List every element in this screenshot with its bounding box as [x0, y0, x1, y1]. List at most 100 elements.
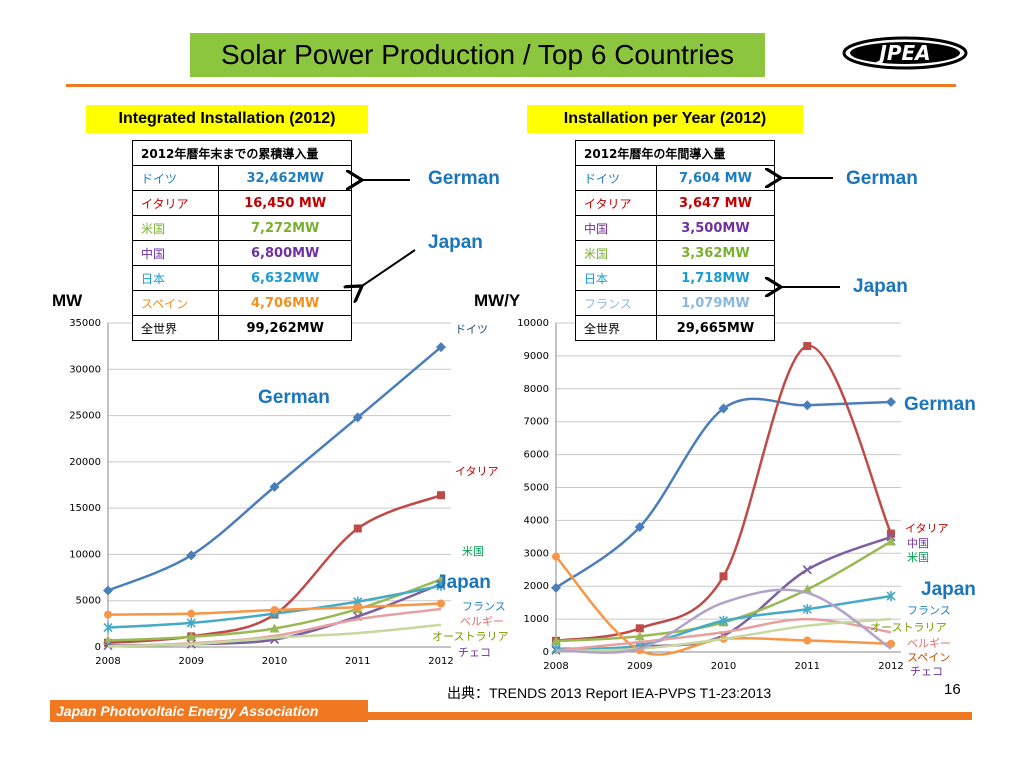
data-point	[269, 481, 280, 492]
x-tick-label: 2011	[345, 656, 370, 667]
y-tick-label: 10000	[517, 318, 549, 329]
country-name: ドイツ	[131, 165, 220, 191]
country-value: 7,272MW	[218, 215, 352, 241]
right-table-header: 2012年暦年の年間導入量	[575, 140, 775, 166]
table-row: イタリア 3,647 MW	[575, 190, 776, 216]
left-heading: Integrated Installation (2012)	[86, 105, 368, 133]
table-row: 米国 3,362MW	[575, 240, 776, 266]
series-label: イタリア	[455, 465, 499, 478]
x-tick-label: 2012	[878, 661, 903, 672]
series-line	[107, 623, 442, 648]
right-table-japan-annotation: Japan	[853, 276, 908, 297]
data-point	[634, 631, 645, 641]
table-row: ドイツ 32,462MW	[131, 165, 352, 191]
data-point	[718, 403, 729, 414]
country-name: 中国	[575, 215, 657, 241]
x-tick-label: 2008	[543, 661, 568, 672]
country-value: 99,262MW	[218, 315, 352, 341]
x-tick-label: 2009	[627, 661, 652, 672]
series-label: ドイツ	[455, 323, 488, 336]
data-point	[802, 400, 813, 411]
series-label: スペイン	[907, 651, 950, 664]
data-point	[802, 604, 812, 615]
data-point	[886, 396, 896, 407]
country-name: 日本	[575, 265, 657, 291]
left-table-header: 2012年暦年末までの累積導入量	[132, 140, 352, 166]
country-value: 3,500MW	[655, 215, 776, 241]
data-point	[436, 580, 446, 591]
x-tick-label: 2011	[795, 661, 820, 672]
country-name: 日本	[131, 265, 220, 291]
table-row: 日本 6,632MW	[131, 265, 352, 291]
data-point	[886, 536, 896, 546]
footer-bar	[50, 712, 972, 720]
table-row: イタリア 16,450 MW	[131, 190, 352, 216]
data-point	[103, 585, 113, 596]
series-label: 米国	[462, 545, 484, 558]
data-point	[719, 572, 728, 581]
data-point	[634, 521, 645, 532]
table-row: 中国 3,500MW	[575, 215, 776, 241]
country-value: 3,362MW	[655, 240, 776, 266]
country-value: 6,800MW	[218, 240, 352, 266]
series-label: 中国	[907, 537, 929, 550]
data-point	[886, 591, 896, 602]
y-tick-label: 10000	[69, 549, 101, 560]
y-tick-label: 20000	[69, 457, 101, 468]
country-name: イタリア	[575, 190, 657, 216]
country-value: 29,665MW	[655, 315, 776, 341]
left-chart-german-annotation: German	[258, 387, 330, 408]
country-name: イタリア	[131, 190, 220, 216]
table-row: スペイン 4,706MW	[131, 290, 352, 316]
country-name: ドイツ	[575, 165, 657, 191]
country-name: 米国	[575, 240, 657, 266]
table-row: ドイツ 7,604 MW	[575, 165, 776, 191]
right-chart-japan-annotation: Japan	[921, 579, 976, 600]
x-tick-label: 2008	[95, 656, 120, 667]
slide-title: Solar Power Production / Top 6 Countries	[190, 33, 765, 77]
series-line	[555, 617, 892, 652]
table-row: 全世界 99,262MW	[131, 315, 352, 341]
y-tick-label: 5000	[76, 596, 101, 607]
x-tick-label: 2012	[428, 656, 453, 667]
y-tick-label: 0	[95, 642, 101, 653]
series-label: オーストラリア	[870, 621, 946, 634]
data-point	[103, 622, 113, 633]
right-table-german-annotation: German	[846, 168, 918, 189]
right-unit-label: MW/Y	[474, 291, 521, 310]
series-label: チェコ	[910, 665, 943, 678]
x-tick-label: 2010	[711, 661, 736, 672]
page-number: 16	[944, 681, 961, 698]
table-row: 全世界 29,665MW	[575, 315, 776, 341]
data-point	[887, 529, 895, 538]
right-table: 2012年暦年の年間導入量 ドイツ 7,604 MW イタリア 3,647 MW 中…	[575, 140, 776, 341]
data-point	[187, 609, 196, 618]
series-label: オーストラリア	[432, 630, 508, 643]
country-value: 16,450 MW	[218, 190, 352, 216]
series-label: ベルギー	[907, 637, 951, 650]
y-tick-label: 35000	[69, 318, 101, 329]
data-point	[802, 565, 812, 575]
data-point	[353, 524, 362, 533]
series-label: フランス	[462, 600, 506, 613]
country-value: 4,706MW	[218, 290, 352, 316]
series-line	[555, 588, 892, 654]
y-tick-label: 6000	[524, 450, 549, 461]
series-line	[555, 617, 892, 653]
country-value: 1,079MW	[655, 290, 776, 316]
y-tick-label: 1000	[524, 614, 549, 625]
data-point	[718, 615, 729, 626]
y-tick-label: 0	[543, 647, 549, 658]
series-label: フランス	[907, 604, 951, 617]
country-name: フランス	[575, 290, 657, 316]
data-point	[803, 342, 812, 351]
y-tick-label: 7000	[524, 417, 549, 428]
x-tick-label: 2009	[179, 656, 204, 667]
jpea-logo: JPEA	[842, 36, 968, 70]
y-tick-label: 30000	[69, 364, 101, 375]
data-point	[186, 631, 197, 641]
data-point	[635, 624, 644, 633]
country-name: 米国	[131, 215, 220, 241]
series-label: チェコ	[458, 646, 491, 659]
